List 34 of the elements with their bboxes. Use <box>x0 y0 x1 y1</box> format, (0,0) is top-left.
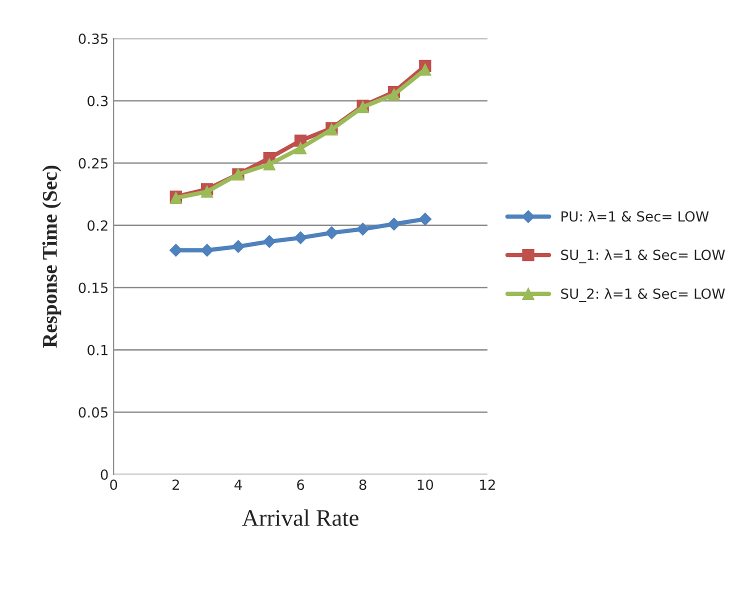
legend-label: PU: λ=1 & Sec= LOW <box>562 210 709 222</box>
y-tick-label: 0.15 <box>78 282 108 294</box>
x-tick-label: 4 <box>234 480 242 490</box>
legend-label: SU_1: λ=1 & Sec= LOW <box>561 249 725 264</box>
y-tick-label: 0.3 <box>88 96 108 106</box>
point <box>418 212 432 226</box>
point <box>170 244 182 257</box>
point <box>325 226 338 240</box>
point <box>200 186 214 198</box>
x-tick-label: 0 <box>110 480 118 490</box>
x-tick-label: 12 <box>480 480 495 490</box>
x-tick-label: 6 <box>297 480 304 490</box>
y-axis-title: Response Time (Sec) <box>42 166 62 348</box>
x-axis-title: Arrival Rate <box>242 509 358 526</box>
y-tick-label: 0.05 <box>78 407 108 418</box>
y-tick-label: 0 <box>100 469 108 480</box>
y-tick-label: 0.1 <box>88 344 108 356</box>
point <box>294 231 307 244</box>
point <box>419 64 432 76</box>
point <box>388 88 400 101</box>
x-tick-label: 10 <box>418 480 434 490</box>
legend-label: SU_2: λ=1 & Sec= LOW <box>561 288 725 302</box>
point <box>294 142 307 154</box>
point <box>200 244 214 257</box>
point <box>388 218 400 231</box>
point <box>356 222 370 236</box>
y-tick-label: 0.35 <box>78 34 108 44</box>
point <box>262 235 276 248</box>
y-tick-label: 0.2 <box>88 220 108 231</box>
y-tick-label: 0.25 <box>78 158 108 169</box>
point <box>263 158 276 170</box>
point <box>232 240 245 253</box>
x-tick-label: 8 <box>359 480 366 490</box>
x-tick-label: 2 <box>172 480 179 490</box>
